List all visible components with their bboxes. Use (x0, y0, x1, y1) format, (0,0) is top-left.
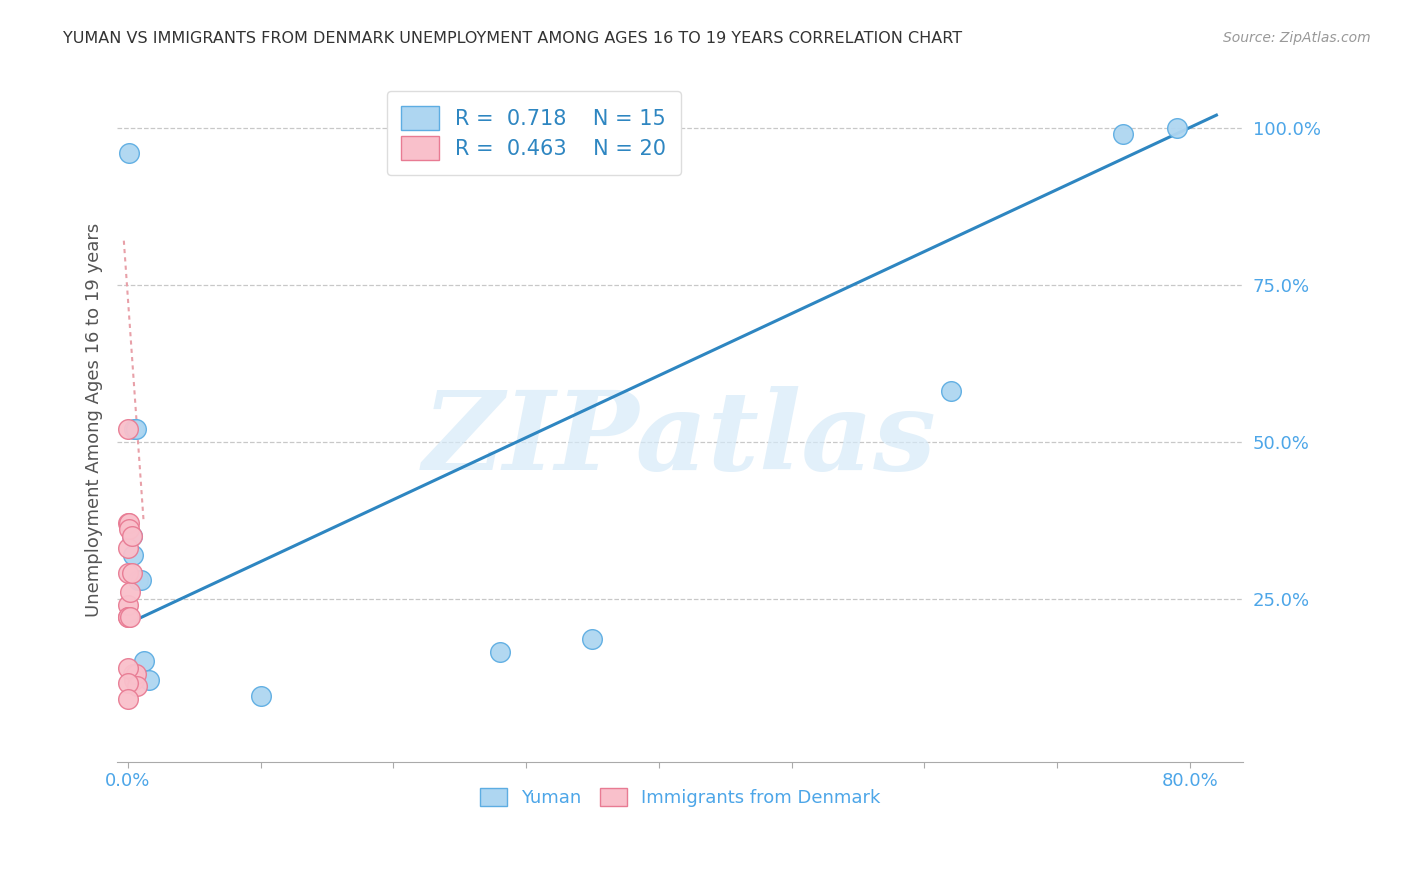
Point (581, 632, 603, 647)
Point (249, 689, 271, 703)
Point (1112, 127, 1135, 141)
Point (117, 422, 139, 436)
Y-axis label: Unemployment Among Ages 16 to 19 years: Unemployment Among Ages 16 to 19 years (86, 222, 103, 616)
Point (117, 566, 139, 581)
Point (124, 422, 146, 436)
Point (117, 692, 139, 706)
Point (118, 523, 141, 537)
Point (122, 666, 145, 681)
Point (120, 585, 142, 599)
Legend: Yuman, Immigrants from Denmark: Yuman, Immigrants from Denmark (472, 780, 887, 814)
Point (117, 541, 139, 556)
Point (118, 516, 141, 531)
Point (129, 573, 152, 587)
Point (118, 145, 141, 160)
Point (122, 548, 145, 562)
Point (120, 610, 142, 624)
Point (488, 645, 510, 659)
Point (132, 654, 155, 668)
Point (121, 529, 143, 543)
Point (127, 680, 149, 694)
Point (125, 666, 148, 681)
Point (117, 676, 139, 690)
Text: YUMAN VS IMMIGRANTS FROM DENMARK UNEMPLOYMENT AMONG AGES 16 TO 19 YEARS CORRELAT: YUMAN VS IMMIGRANTS FROM DENMARK UNEMPLO… (63, 31, 962, 46)
Point (117, 660, 139, 674)
Point (125, 422, 148, 436)
Point (117, 610, 139, 624)
Text: ZIPatlas: ZIPatlas (423, 386, 936, 494)
Point (939, 384, 962, 399)
Point (121, 529, 143, 543)
Point (117, 598, 139, 612)
Text: Source: ZipAtlas.com: Source: ZipAtlas.com (1223, 31, 1371, 45)
Point (138, 673, 160, 688)
Point (117, 516, 139, 531)
Point (1166, 120, 1188, 135)
Point (117, 610, 139, 624)
Point (124, 673, 146, 688)
Point (121, 566, 143, 581)
Point (127, 573, 149, 587)
